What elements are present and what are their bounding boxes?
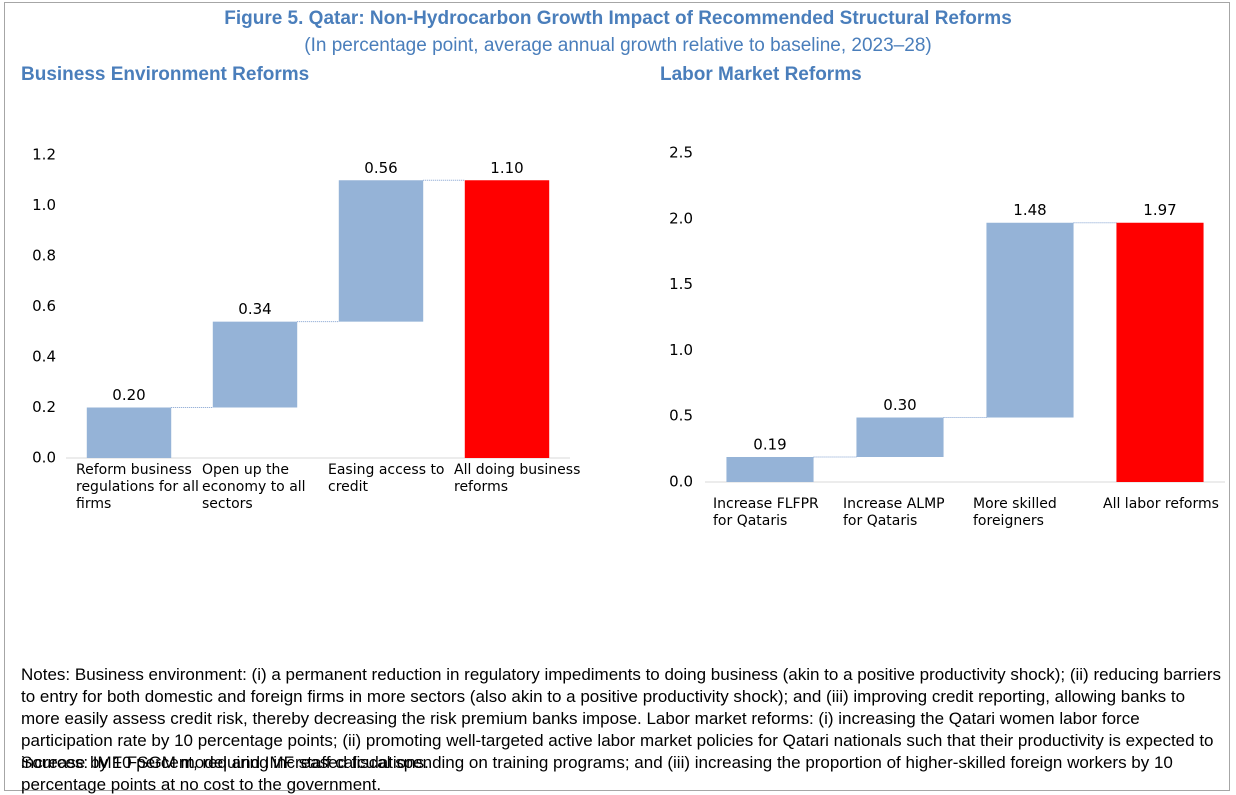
bar	[86, 407, 172, 458]
chart-title: Labor Market Reforms	[660, 64, 862, 85]
data-label: 1.97	[1143, 201, 1176, 219]
x-tick-label: Easing access to credit	[328, 462, 445, 495]
sources: Sources: IMF FSGM model and IMF staff ca…	[21, 753, 429, 772]
figure-subtitle: (In percentage point, average annual gro…	[304, 35, 932, 56]
y-tick-label: 0.2	[32, 398, 56, 416]
data-label: 0.34	[238, 300, 271, 318]
y-tick-label: 1.0	[669, 341, 693, 359]
y-tick-label: 0.0	[669, 473, 693, 491]
y-tick-label: 0.5	[669, 407, 693, 425]
y-tick-label: 0.8	[32, 247, 56, 265]
y-tick-label: 1.2	[32, 146, 56, 164]
data-label: 1.10	[490, 159, 523, 177]
chart-title: Business Environment Reforms	[21, 64, 310, 85]
x-tick-label: Reform business regulations for all firm…	[76, 462, 199, 512]
bar	[856, 417, 944, 457]
x-tick-label: Increase ALMP for Qataris	[843, 496, 945, 529]
bar	[464, 180, 550, 458]
y-tick-label: 0.0	[32, 449, 56, 467]
y-tick-label: 0.4	[32, 348, 56, 366]
y-tick-label: 2.5	[669, 144, 693, 162]
x-tick-label: All doing business reforms	[454, 462, 581, 495]
data-label: 0.20	[112, 386, 145, 404]
data-label: 0.56	[364, 159, 397, 177]
y-tick-label: 0.6	[32, 297, 56, 315]
x-tick-label: More skilled foreigners	[973, 496, 1057, 529]
x-tick-label: Open up the economy to all sectors	[202, 462, 306, 512]
bar	[338, 180, 424, 322]
bar	[986, 222, 1074, 418]
y-tick-label: 2.0	[669, 209, 693, 227]
frame	[4, 2, 1230, 791]
bar	[726, 456, 814, 482]
y-tick-label: 1.0	[32, 196, 56, 214]
data-label: 0.30	[883, 396, 916, 414]
x-tick-label: All labor reforms	[1103, 496, 1219, 512]
figure-title: Figure 5. Qatar: Non-Hydrocarbon Growth …	[224, 8, 1012, 29]
bar	[212, 321, 298, 408]
notes: Notes: Business environment: (i) a perma…	[21, 665, 1222, 794]
data-label: 1.48	[1013, 201, 1046, 219]
data-label: 0.19	[753, 435, 786, 453]
bar	[1116, 222, 1204, 483]
y-tick-label: 1.5	[669, 275, 693, 293]
x-tick-label: Increase FLFPR for Qataris	[713, 496, 819, 529]
